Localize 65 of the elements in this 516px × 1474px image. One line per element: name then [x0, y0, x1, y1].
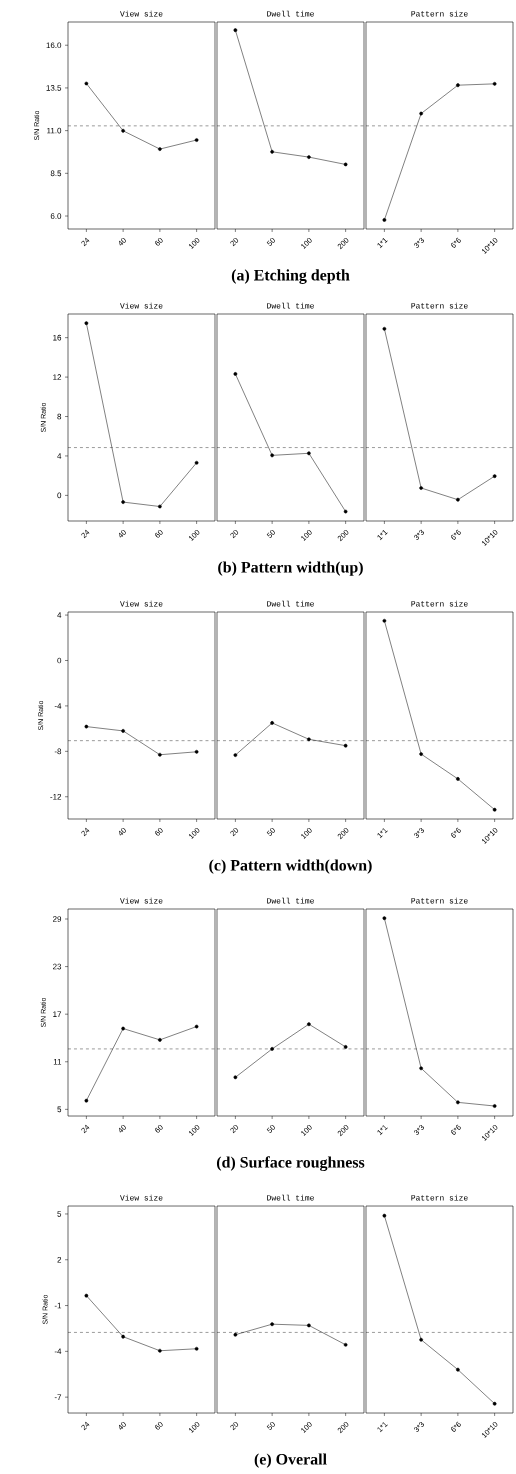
point	[382, 916, 387, 921]
point	[456, 83, 460, 88]
point	[84, 321, 89, 326]
point	[492, 1104, 497, 1108]
point	[158, 1348, 162, 1353]
point	[270, 453, 274, 458]
point	[492, 1401, 497, 1406]
point	[194, 1346, 199, 1351]
text: (b) Pattern width(up)	[218, 561, 363, 576]
point	[456, 497, 460, 502]
point	[121, 500, 125, 504]
point	[121, 729, 125, 733]
point	[492, 807, 497, 812]
point	[233, 1075, 238, 1080]
point	[419, 1337, 423, 1342]
point	[270, 1047, 274, 1051]
point	[307, 737, 311, 742]
point	[492, 474, 497, 478]
point	[382, 618, 387, 623]
point	[84, 81, 89, 86]
point	[158, 1038, 162, 1042]
point	[194, 460, 199, 465]
point	[84, 1098, 89, 1103]
point	[456, 777, 460, 781]
point	[270, 149, 274, 154]
point	[456, 1367, 460, 1372]
point	[307, 1022, 311, 1027]
point	[343, 162, 348, 167]
point	[194, 1024, 199, 1029]
point	[419, 752, 423, 756]
point	[343, 1045, 348, 1049]
point	[343, 743, 348, 748]
point	[343, 1342, 348, 1347]
point	[233, 1332, 238, 1337]
point	[194, 138, 199, 142]
point	[84, 724, 89, 729]
point	[270, 1322, 274, 1327]
point	[233, 753, 238, 757]
point	[343, 509, 348, 514]
text: (a) Etching depth	[231, 269, 350, 284]
text: (c) Pattern width(down)	[209, 859, 372, 874]
point	[270, 721, 274, 725]
point	[121, 1334, 125, 1339]
text: (e) Overall	[254, 1453, 327, 1468]
point	[382, 1213, 387, 1218]
point	[382, 218, 387, 222]
point	[419, 486, 423, 490]
point	[158, 752, 162, 757]
point	[456, 1100, 460, 1105]
point	[84, 1293, 89, 1298]
point	[194, 749, 199, 754]
point	[307, 155, 311, 159]
point	[233, 28, 238, 33]
text: (d) Surface roughness	[216, 1156, 365, 1171]
point	[419, 1066, 423, 1071]
point	[492, 81, 497, 86]
point	[307, 451, 311, 456]
point	[382, 326, 387, 331]
point	[158, 504, 162, 509]
point	[233, 372, 238, 376]
point	[307, 1323, 311, 1328]
point	[121, 128, 125, 133]
point	[158, 147, 162, 151]
point	[121, 1026, 125, 1031]
point	[419, 111, 423, 116]
